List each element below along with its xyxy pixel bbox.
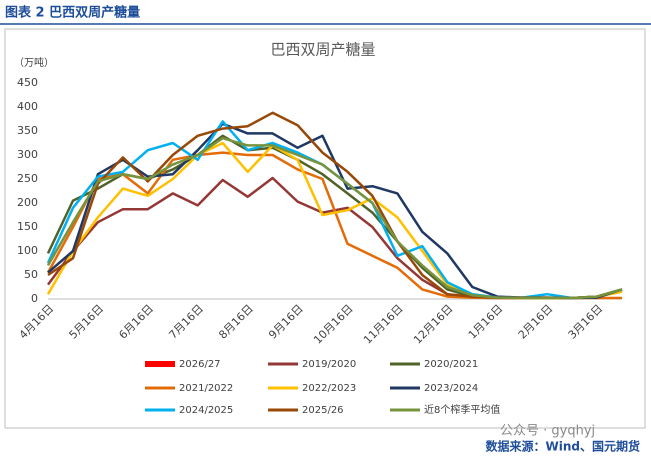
- series-line: [46, 136, 623, 300]
- x-tick-label: 4月16日: [17, 302, 57, 342]
- legend-label: 2021/2022: [179, 383, 233, 394]
- y-tick-label: 250: [17, 172, 38, 185]
- y-tick-label: 400: [17, 100, 38, 113]
- chart-title: 巴西双周产糖量: [270, 41, 375, 59]
- source: 数据来源：Wind、国元期货: [486, 439, 640, 454]
- y-axis-label: （万吨）: [14, 56, 54, 69]
- series-line: [46, 176, 623, 300]
- legend-label: 2022/2023: [302, 383, 356, 394]
- x-tick-label: 5月16日: [67, 302, 107, 342]
- series-line: [47, 111, 623, 300]
- watermark: 公众号 · gyqhyj: [500, 424, 595, 439]
- y-tick-label: 450: [17, 76, 38, 89]
- y-tick-label: 100: [17, 244, 38, 257]
- legend-label: 近8个榨季平均值: [424, 403, 500, 416]
- legend-label: 2020/2021: [424, 359, 478, 370]
- legend-label: 2026/27: [179, 359, 221, 370]
- x-tick-label: 10月16日: [311, 302, 356, 347]
- header-title: 图表 2 巴西双周产糖量: [5, 5, 140, 21]
- y-tick-label: 350: [17, 124, 38, 137]
- x-tick-label: 11月16日: [361, 302, 406, 347]
- x-tick-label: 2月16日: [516, 302, 556, 342]
- x-tick-label: 6月16日: [116, 302, 156, 342]
- y-tick-label: 50: [24, 268, 38, 281]
- x-tick-label: 12月16日: [411, 302, 456, 347]
- legend-label: 2024/2025: [179, 405, 233, 416]
- y-tick-label: 300: [17, 148, 38, 161]
- chart-frame: [4, 28, 646, 429]
- y-tick-label: 150: [17, 220, 38, 233]
- y-tick-label: 0: [31, 292, 38, 305]
- legend-label: 2023/2024: [424, 383, 478, 394]
- legend-label: 2019/2020: [302, 359, 356, 370]
- y-tick-label: 200: [17, 196, 38, 209]
- x-tick-label: 3月16日: [566, 302, 606, 342]
- legend-label: 2025/26: [302, 405, 344, 416]
- x-tick-label: 8月16日: [216, 302, 256, 342]
- x-tick-label: 7月16日: [166, 302, 206, 342]
- x-tick-label: 9月16日: [266, 302, 306, 342]
- x-tick-label: 1月16日: [466, 302, 506, 342]
